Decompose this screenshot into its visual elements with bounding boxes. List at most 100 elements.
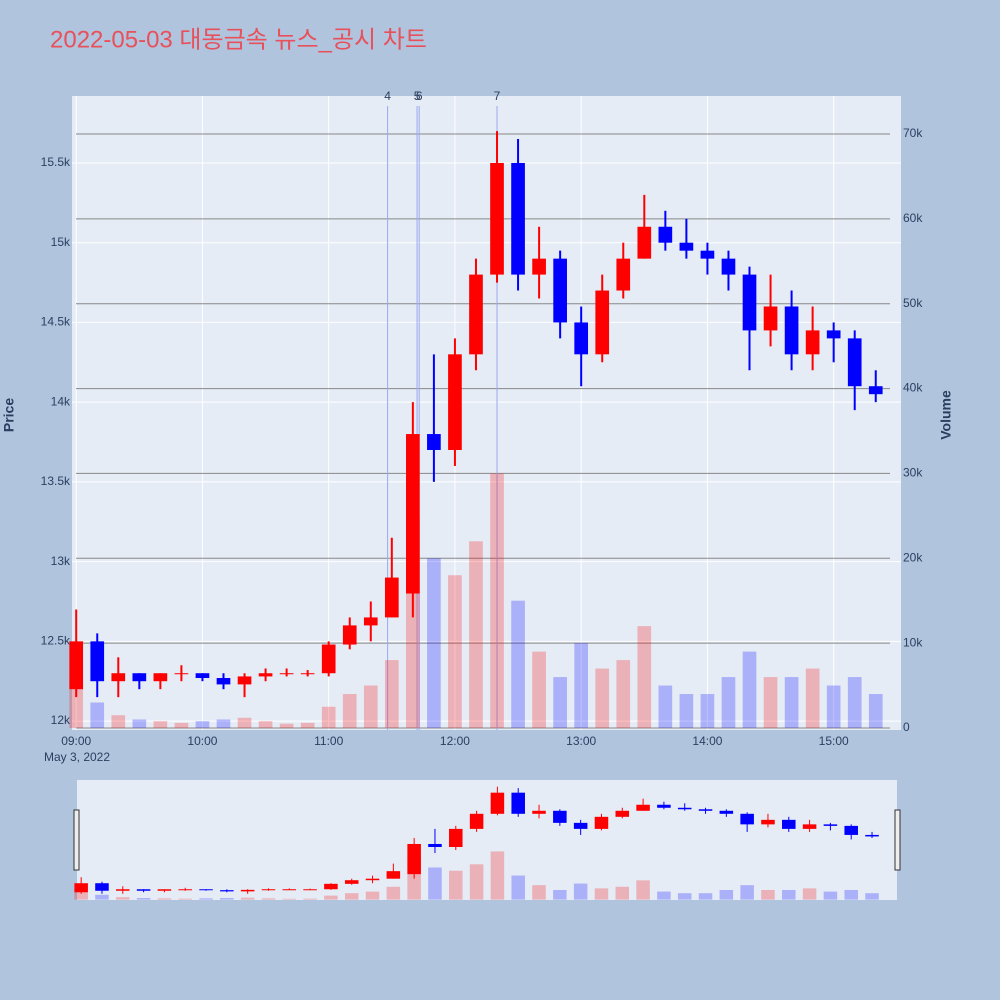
- y-tick-label: 14k: [51, 394, 71, 408]
- slider-volume: [823, 891, 838, 900]
- news-label: 4: [384, 89, 391, 103]
- chart-title: 2022-05-03 대동금속 뉴스_공시 차트: [50, 26, 427, 53]
- slider-volume: [344, 893, 359, 900]
- slider-volume: [157, 898, 172, 900]
- volume-bar: [511, 600, 525, 728]
- candle-body: [216, 678, 231, 685]
- candle-body: [721, 258, 736, 275]
- slider-body: [261, 889, 276, 891]
- volume-bar: [469, 541, 483, 728]
- volume-bar: [868, 694, 883, 728]
- slider-volume: [428, 867, 442, 900]
- volume-bar: [574, 643, 589, 728]
- slider-volume: [449, 870, 463, 900]
- slider-volume: [532, 885, 546, 900]
- slider-volume: [199, 898, 213, 900]
- slider-body: [74, 883, 88, 893]
- candle-body: [637, 226, 652, 259]
- slider-body: [719, 810, 734, 814]
- slider-body: [782, 819, 796, 829]
- slider-body: [303, 889, 317, 891]
- volume-bar: [805, 668, 820, 728]
- candle-body: [174, 673, 189, 675]
- slider-volume: [865, 893, 879, 900]
- slider-body: [761, 819, 775, 825]
- volume-bar: [637, 626, 652, 728]
- candle-body: [595, 290, 610, 355]
- slider-body: [553, 810, 567, 823]
- volume-bar: [153, 721, 168, 728]
- candle-body: [469, 274, 483, 355]
- volume-bar: [847, 677, 862, 728]
- slider-body: [199, 889, 213, 891]
- slider-volume: [594, 888, 609, 900]
- y2-tick-label: 60k: [903, 211, 923, 225]
- candle-body: [237, 676, 252, 685]
- candle-body: [111, 673, 126, 682]
- range-slider[interactable]: [77, 780, 897, 900]
- slider-volume: [719, 889, 734, 900]
- candle-body: [553, 258, 567, 323]
- slider-body: [324, 883, 338, 890]
- candle-body: [195, 673, 210, 679]
- x-tick-label: 13:00: [566, 734, 596, 748]
- slider-body: [677, 807, 692, 810]
- y-axis-title: Price: [1, 398, 17, 432]
- y2-tick-label: 10k: [903, 635, 923, 649]
- x-tick-label: 10:00: [187, 734, 217, 748]
- candle-body: [258, 673, 273, 677]
- slider-body: [865, 834, 879, 837]
- volume-bar: [616, 660, 631, 728]
- candle-body: [658, 226, 673, 243]
- candle-body: [700, 250, 715, 259]
- volume-bar: [700, 694, 715, 728]
- news-label: 5: [414, 89, 421, 103]
- volume-bar: [132, 719, 147, 728]
- x-tick-label: 09:00: [61, 734, 91, 748]
- y2-axis-title: Volume: [938, 390, 954, 440]
- slider-handle[interactable]: [73, 809, 80, 871]
- slider-handle[interactable]: [894, 809, 901, 871]
- x-tick-label: 15:00: [819, 734, 849, 748]
- slider-body: [698, 809, 713, 811]
- slider-volume: [95, 894, 109, 900]
- slider-volume: [615, 886, 630, 900]
- slider-body: [365, 878, 380, 881]
- candle-body: [574, 322, 589, 355]
- volume-bar: [658, 685, 673, 728]
- slider-volume: [573, 883, 588, 900]
- volume-bar: [553, 677, 567, 728]
- slider-volume: [740, 885, 754, 900]
- x-tick-label: 14:00: [692, 734, 722, 748]
- slider-body: [95, 883, 109, 891]
- volume-bar: [321, 706, 336, 728]
- y-tick-label: 13k: [51, 554, 71, 568]
- y2-tick-label: 30k: [903, 466, 923, 480]
- candle-body: [679, 242, 694, 251]
- slider-volume: [220, 898, 234, 900]
- volume-bar: [237, 717, 252, 728]
- slider-body: [240, 889, 255, 892]
- candle-body: [363, 617, 378, 626]
- slider-volume: [136, 898, 151, 900]
- candle-body: [784, 306, 799, 355]
- volume-bar: [363, 685, 378, 728]
- slider-volume: [698, 893, 713, 900]
- slider-volume: [490, 851, 505, 900]
- volume-bar: [595, 668, 610, 728]
- y-tick-label: 15k: [51, 235, 71, 249]
- volume-bar: [826, 685, 841, 728]
- volume-bar: [763, 677, 778, 728]
- volume-bar: [174, 722, 189, 728]
- candle-body: [847, 338, 862, 387]
- slider-volume: [240, 897, 255, 900]
- candle-body: [742, 274, 757, 331]
- slider-body: [636, 804, 650, 811]
- volume-bar: [742, 651, 757, 728]
- slider-body: [220, 890, 234, 892]
- candle-body: [153, 673, 168, 682]
- candle-body: [448, 354, 462, 450]
- slider-body: [136, 889, 151, 891]
- slider-body: [511, 792, 525, 814]
